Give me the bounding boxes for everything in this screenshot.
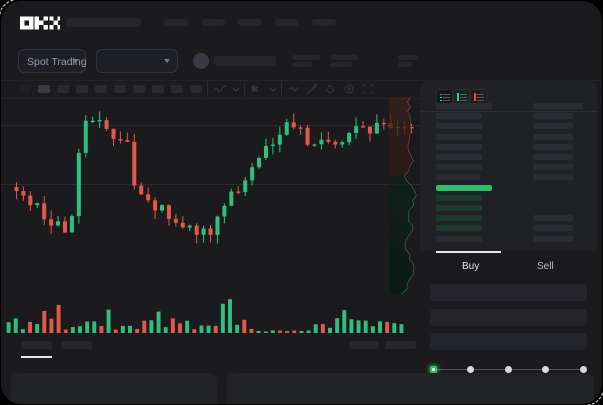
svg-text:fx: fx — [252, 84, 258, 93]
